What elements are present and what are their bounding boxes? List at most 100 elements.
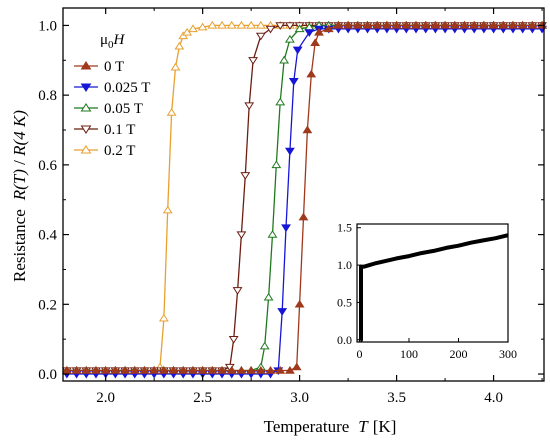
data-point	[469, 20, 480, 29]
data-point	[306, 69, 317, 78]
legend-label: 0.025 T	[104, 80, 150, 96]
main-plot: 2.0 2.5 3.0 3.5 4.0 0.0 0.2 0.4 0.6 0.8 1.0	[38, 7, 547, 406]
inset-y-tick-label: 1.0	[337, 258, 352, 272]
y-axis-title: ResistanceR(T) / R(4 K)	[10, 110, 29, 282]
data-point	[120, 366, 130, 374]
data-point	[265, 25, 276, 34]
data-point	[246, 20, 257, 29]
main-series-group	[61, 20, 547, 379]
y-tick-label: 0.8	[38, 88, 57, 104]
data-point	[449, 20, 460, 29]
data-point	[236, 20, 247, 29]
data-point	[255, 20, 266, 29]
data-point	[302, 125, 313, 134]
data-point	[162, 205, 173, 214]
data-point	[314, 27, 324, 36]
data-point	[259, 341, 270, 350]
legend-marker	[80, 61, 92, 70]
data-point	[372, 20, 383, 29]
x-tick-label: 2.0	[96, 390, 115, 406]
data-point	[459, 20, 470, 29]
data-point	[381, 20, 392, 29]
data-point	[188, 366, 198, 374]
inset-x-tick-label: 200	[449, 347, 467, 361]
inset-y-tick-label: 0.0	[337, 333, 352, 347]
legend-title: μ0H	[100, 32, 126, 51]
data-point	[279, 55, 290, 64]
data-point	[275, 22, 286, 30]
inset-frame	[356, 223, 509, 343]
inset-series-group	[359, 233, 509, 342]
data-point	[158, 366, 169, 374]
data-point	[294, 24, 305, 33]
legend-marker	[80, 83, 92, 92]
data-point	[129, 366, 140, 374]
data-point	[292, 46, 303, 55]
data-point	[197, 366, 208, 374]
data-point	[188, 24, 198, 33]
y-tick-label: 0.6	[38, 158, 57, 174]
data-point	[401, 20, 412, 29]
data-point	[488, 20, 499, 29]
data-point	[110, 366, 121, 374]
legend-label: 0.1 T	[104, 122, 135, 138]
data-point	[304, 29, 315, 37]
data-point	[391, 20, 402, 29]
y-tick-label: 1.0	[38, 18, 57, 34]
data-point	[168, 366, 179, 374]
legend-marker	[80, 125, 92, 134]
data-point	[271, 160, 282, 169]
main-ticks-group: 2.0 2.5 3.0 3.5 4.0 0.0 0.2 0.4 0.6 0.8 1.0	[38, 8, 544, 406]
legend-entry: 0.2 T	[74, 143, 135, 159]
data-point	[158, 313, 169, 322]
x-tick-label: 3.0	[290, 390, 309, 406]
data-point	[226, 366, 237, 374]
data-point	[508, 20, 518, 29]
inset-x-tick-label: 0	[356, 347, 362, 361]
inset-x-tick-label: 300	[499, 347, 517, 361]
inset-series-line	[359, 233, 509, 342]
legend: μ0H 0 T 0.025 T 0.05 T 0.1 T 0.2 T	[74, 32, 150, 159]
data-point	[240, 172, 251, 180]
data-point	[217, 20, 227, 29]
legend-entry: 0.05 T	[74, 101, 143, 117]
data-point	[277, 308, 288, 316]
x-axis-title: Temperature T [K]	[264, 417, 397, 436]
y-tick-label: 0.2	[38, 297, 57, 313]
y-tick-label: 0.0	[38, 367, 57, 383]
data-point	[294, 299, 305, 308]
data-point	[343, 20, 354, 29]
data-point	[228, 335, 239, 344]
data-point	[288, 78, 299, 86]
data-point	[207, 366, 218, 374]
data-point	[255, 32, 266, 41]
data-point	[440, 20, 450, 29]
x-tick-label: 2.5	[193, 390, 212, 406]
data-point	[517, 20, 528, 29]
data-point	[248, 57, 258, 65]
data-point	[478, 20, 489, 29]
inset-y-tick-label: 1.5	[337, 221, 352, 235]
data-point	[139, 366, 150, 374]
inset-x-tick-label: 100	[400, 347, 418, 361]
data-point	[265, 366, 276, 374]
data-point	[323, 24, 334, 33]
legend-marker	[80, 145, 92, 154]
data-point	[285, 147, 295, 156]
data-point	[275, 97, 286, 106]
data-point	[244, 102, 255, 111]
data-point	[430, 20, 441, 29]
data-point	[255, 366, 266, 374]
data-point	[61, 366, 72, 374]
data-point	[411, 20, 421, 29]
data-point	[527, 20, 538, 29]
legend-entry: 0.1 T	[74, 122, 135, 138]
data-point	[178, 366, 189, 374]
data-point	[226, 20, 237, 29]
data-point	[498, 20, 509, 29]
data-point	[333, 20, 344, 29]
inset-ticks-group: 0 100 200 300 0.0 0.5 1.0 1.5	[337, 221, 517, 361]
x-tick-label: 3.5	[387, 390, 406, 406]
data-point	[100, 366, 111, 374]
